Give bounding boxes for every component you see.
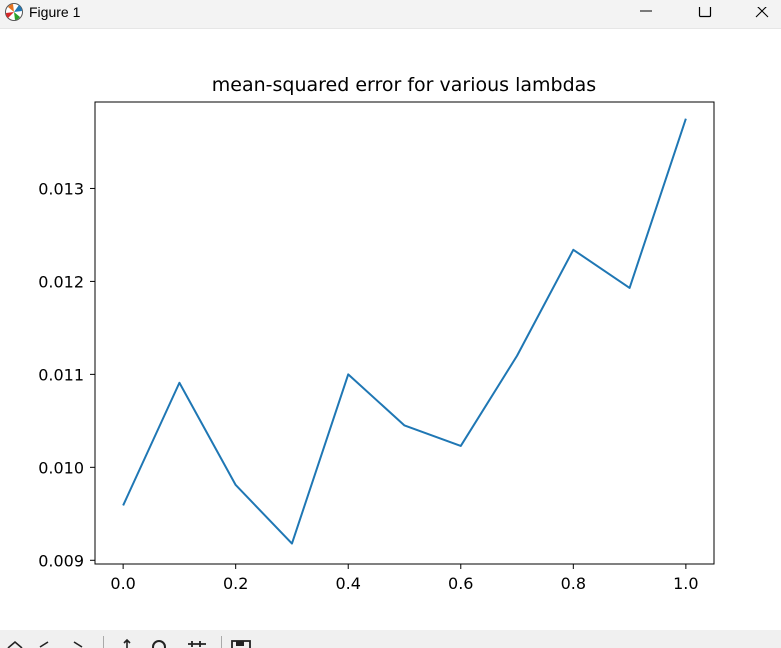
toolbar-separator	[221, 636, 222, 648]
axes-frame	[94, 101, 715, 565]
maximize-button[interactable]	[682, 0, 728, 28]
back-arrow-icon[interactable]	[36, 638, 54, 648]
pan-icon[interactable]	[118, 638, 136, 648]
y-tick-label: 0.009	[38, 551, 84, 570]
close-icon	[755, 7, 769, 18]
minimize-icon	[640, 10, 652, 12]
y-tick-label: 0.011	[38, 365, 84, 384]
configure-subplots-icon[interactable]	[186, 638, 208, 648]
y-tick-label: 0.010	[38, 458, 84, 477]
x-tick-label: 0.4	[336, 574, 361, 593]
y-tick-label: 0.012	[38, 272, 84, 291]
figure-canvas[interactable]: mean-squared error for various lambdas 0…	[0, 29, 781, 629]
matplotlib-logo-icon	[5, 3, 23, 21]
chart-title: mean-squared error for various lambdas	[212, 74, 596, 96]
series-line	[122, 118, 687, 545]
x-tick-label: 1.0	[673, 574, 698, 593]
save-icon[interactable]	[230, 638, 252, 648]
title-bar: Figure 1	[0, 0, 781, 29]
axis-ticks: 0.0 0.2 0.4 0.6 0.8 1.0 0.009 0.010 0.011 0.012 0.…	[38, 179, 698, 593]
series-layer	[122, 118, 687, 545]
x-tick-label: 0.6	[448, 574, 473, 593]
toolbar-separator	[103, 636, 104, 648]
maximize-icon	[698, 7, 712, 18]
x-tick-label: 0.8	[561, 574, 586, 593]
close-button[interactable]	[739, 0, 781, 28]
zoom-icon[interactable]	[150, 638, 168, 648]
x-tick-label: 0.2	[223, 574, 248, 593]
forward-arrow-icon[interactable]	[70, 638, 88, 648]
navigation-toolbar	[0, 630, 781, 648]
window-title: Figure 1	[29, 4, 81, 20]
y-tick-label: 0.013	[38, 179, 84, 198]
x-tick-label: 0.0	[110, 574, 135, 593]
minimize-button[interactable]	[623, 0, 669, 28]
line-chart: mean-squared error for various lambdas 0…	[38, 74, 715, 593]
home-icon[interactable]	[6, 638, 24, 648]
